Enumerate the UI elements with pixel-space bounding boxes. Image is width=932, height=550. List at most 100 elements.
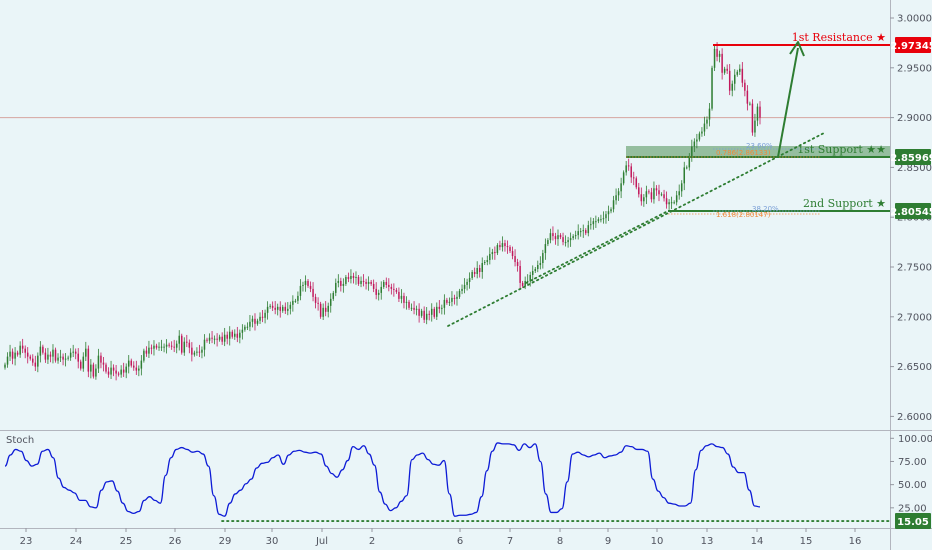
candle-body: [127, 360, 130, 367]
candle-body: [122, 369, 125, 373]
candle-body: [221, 336, 223, 342]
candle-body: [544, 244, 547, 254]
candle-body: [102, 362, 105, 365]
candle-body: [643, 197, 645, 202]
y-tick-label: 2.75000: [897, 263, 932, 274]
y-tick-label: 3.00000: [897, 14, 932, 25]
candle-body: [627, 165, 630, 167]
candle-body: [251, 318, 254, 322]
candle-body: [347, 276, 350, 279]
candle-body: [269, 305, 271, 307]
candle-body: [640, 194, 643, 202]
candle-body: [549, 233, 552, 241]
x-tick-label: 16: [849, 536, 862, 547]
candle-body: [716, 48, 718, 57]
y-tick-label: 2.65000: [897, 362, 932, 373]
candle-body: [423, 310, 425, 320]
candle-body: [304, 280, 307, 285]
candle-body: [133, 365, 135, 368]
candle-body: [476, 267, 478, 274]
candle-body: [572, 236, 574, 239]
candle-body: [299, 285, 302, 296]
candle-body: [383, 281, 385, 287]
candle-body: [516, 262, 519, 267]
candle-body: [11, 351, 14, 359]
candles: [4, 42, 761, 381]
candle-body: [418, 308, 420, 316]
candle-body: [706, 119, 708, 124]
candle-body: [79, 361, 82, 369]
candle-body: [713, 48, 716, 68]
x-tick-label: 30: [266, 536, 279, 547]
support-zone: [626, 146, 890, 157]
candle-body: [218, 336, 221, 340]
candle-body: [615, 195, 617, 201]
x-tick-label: 2: [369, 536, 375, 547]
candle-body: [524, 280, 526, 286]
candle-body: [266, 306, 269, 313]
candle-body: [746, 90, 749, 104]
candle-body: [564, 242, 567, 244]
candle-body: [534, 268, 537, 271]
candle-body: [405, 301, 408, 303]
support-1-label: 1st Support ★★: [797, 143, 886, 156]
candle-body: [610, 209, 612, 212]
candle-body: [577, 231, 579, 236]
candle-body: [638, 187, 640, 195]
candle-body: [711, 67, 713, 109]
x-tick-label: 8: [557, 536, 563, 547]
stoch-tick-label: 100.00: [898, 434, 932, 445]
candle-body: [701, 131, 703, 134]
forecast-arrowhead: [789, 41, 805, 57]
candle-body: [395, 289, 398, 292]
candle-body: [441, 307, 443, 309]
candle-body: [660, 194, 663, 196]
x-tick-label: 29: [219, 536, 232, 547]
candle-body: [329, 298, 332, 306]
candle-body: [658, 190, 660, 195]
candle-body: [327, 305, 329, 312]
candle-body: [57, 357, 59, 361]
support-1-price-text: 2.85969: [890, 153, 932, 164]
candle-body: [42, 346, 44, 353]
candle-body: [357, 276, 360, 284]
candle-body: [630, 166, 632, 178]
resistance-1-price-text: 2.97345: [890, 41, 932, 52]
candle-body: [617, 191, 620, 196]
candle-body: [191, 347, 193, 355]
candle-body: [718, 53, 721, 57]
candle-body: [49, 354, 52, 357]
candle-body: [496, 245, 499, 254]
candle-body: [400, 295, 403, 299]
candle-body: [670, 202, 673, 204]
candle-body: [473, 271, 476, 274]
candle-body: [585, 230, 587, 234]
candle-body: [693, 141, 696, 147]
candle-body: [683, 167, 686, 184]
candle-body: [165, 344, 168, 347]
candle-body: [365, 281, 367, 284]
y-tick-label: 2.85000: [897, 163, 932, 174]
candle-body: [413, 307, 415, 310]
candle-body: [72, 351, 74, 353]
candle-body: [19, 345, 21, 355]
candle-body: [234, 333, 236, 337]
candle-body: [625, 165, 627, 173]
candle-body: [388, 284, 390, 287]
candle-body: [158, 346, 160, 348]
candle-body: [491, 252, 494, 255]
candle-body: [632, 177, 635, 179]
candle-body: [408, 301, 410, 308]
candle-body: [117, 373, 120, 375]
candle-body: [756, 106, 759, 121]
candle-body: [201, 349, 203, 353]
candle-body: [352, 275, 355, 278]
candle-body: [223, 334, 226, 342]
candle-body: [393, 288, 395, 290]
candle-body: [59, 356, 62, 358]
candle-body: [739, 68, 741, 72]
candle-body: [180, 335, 183, 353]
candle-body: [188, 342, 191, 348]
support-1-price-tag: [895, 149, 931, 165]
candle-body: [355, 276, 357, 278]
